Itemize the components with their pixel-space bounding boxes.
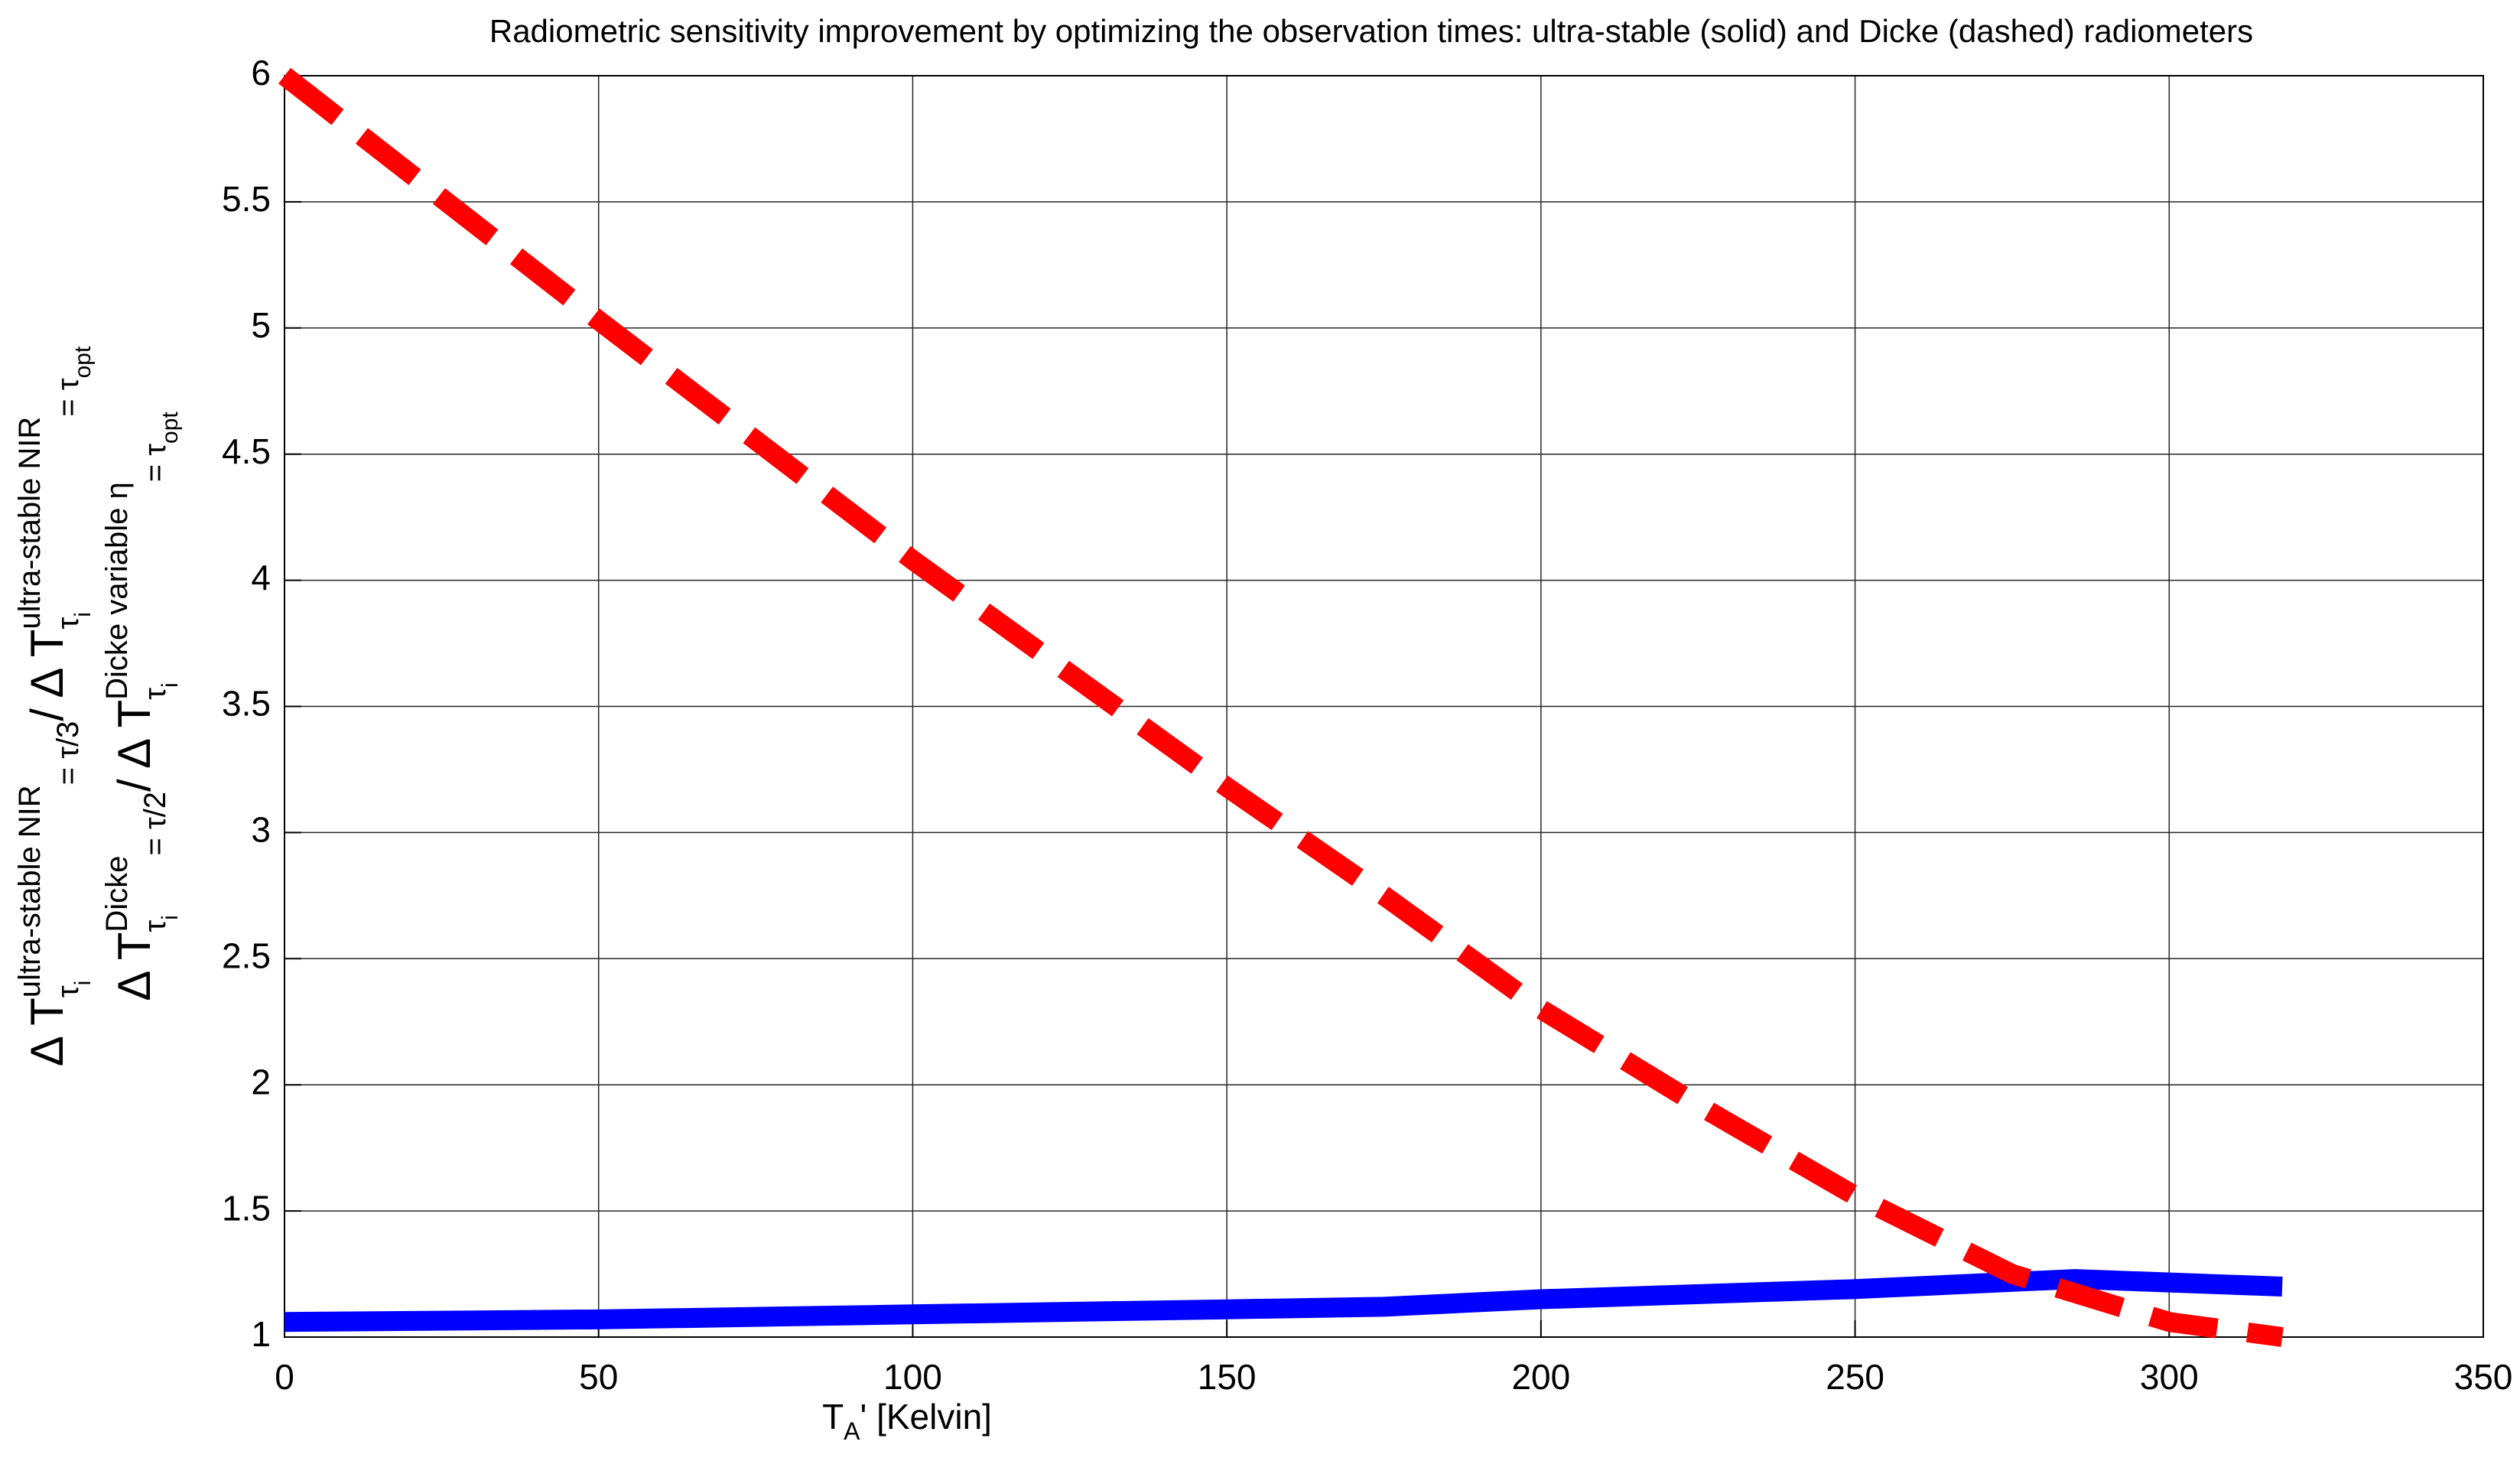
y-axis-label-part: opt [70, 346, 96, 378]
y-axis-label-part: / Δ T [21, 630, 73, 721]
y-axis-label-part: τ [138, 688, 172, 700]
y-axis-label-part: opt [158, 412, 183, 444]
chart-title: Radiometric sensitivity improvement by o… [489, 13, 2253, 49]
y-axis-label-part: i [70, 612, 96, 617]
x-axis-label-part: T [822, 1397, 844, 1437]
y-axis-label-part: ultra-stable NIR [13, 417, 47, 630]
x-tick-label: 350 [2454, 1357, 2513, 1397]
x-tick-label: 300 [2140, 1357, 2199, 1397]
y-axis-label-part: Δ T [21, 997, 73, 1066]
y-axis-label-part: i [70, 981, 96, 986]
plot-frame [284, 75, 2484, 1338]
y-tick-label: 4 [251, 558, 271, 597]
y-axis-label-part: / Δ T [109, 700, 160, 792]
data-line [284, 1269, 2283, 1332]
y-axis-label-part: = τ [138, 444, 172, 482]
y-axis-label-part: = τ [51, 378, 85, 416]
y-tick-label: 2 [251, 1062, 271, 1101]
y-tick-label: 5 [251, 305, 271, 345]
y-tick-label: 3 [251, 810, 271, 850]
y-axis-label-part: Dicke variable η [100, 482, 134, 700]
y-tick-label: 6 [251, 53, 271, 93]
x-tick-label: 200 [1511, 1357, 1570, 1397]
y-tick-label: 1 [251, 1314, 271, 1354]
y-tick-label: 2.5 [222, 935, 271, 975]
y-axis-label-part: τ [51, 985, 85, 997]
x-tick-label: 50 [579, 1357, 618, 1397]
x-tick-label: 150 [1198, 1357, 1257, 1397]
y-axis-label-part: τ [51, 617, 85, 630]
y-axis-label-part: = τ/2 [138, 792, 172, 856]
y-axis-label-part: = τ/3 [51, 721, 85, 786]
y-tick-label: 1.5 [222, 1188, 271, 1228]
x-axis-label-part: A [844, 1417, 860, 1445]
y-axis-label-part: ultra-stable NIR [13, 785, 47, 997]
y-axis-label-part: i [158, 682, 183, 688]
y-tick-label: 3.5 [222, 684, 271, 724]
data-line [278, 67, 2284, 1347]
x-tick-label: 100 [883, 1357, 942, 1397]
y-axis-label-part: τ [138, 920, 172, 932]
y-axis-label-part: Δ T [109, 932, 160, 1001]
x-tick-label: 0 [275, 1357, 294, 1397]
y-axis-label-part: i [158, 915, 183, 920]
x-axis-label: TA' [Kelvin] [822, 1397, 992, 1445]
x-tick-label: 250 [1826, 1357, 1884, 1397]
y-tick-label: 4.5 [222, 431, 271, 471]
y-axis-label-part: Dicke [100, 856, 134, 932]
x-axis-label-part: ' [Kelvin] [860, 1397, 992, 1437]
y-tick-label: 5.5 [222, 179, 271, 219]
